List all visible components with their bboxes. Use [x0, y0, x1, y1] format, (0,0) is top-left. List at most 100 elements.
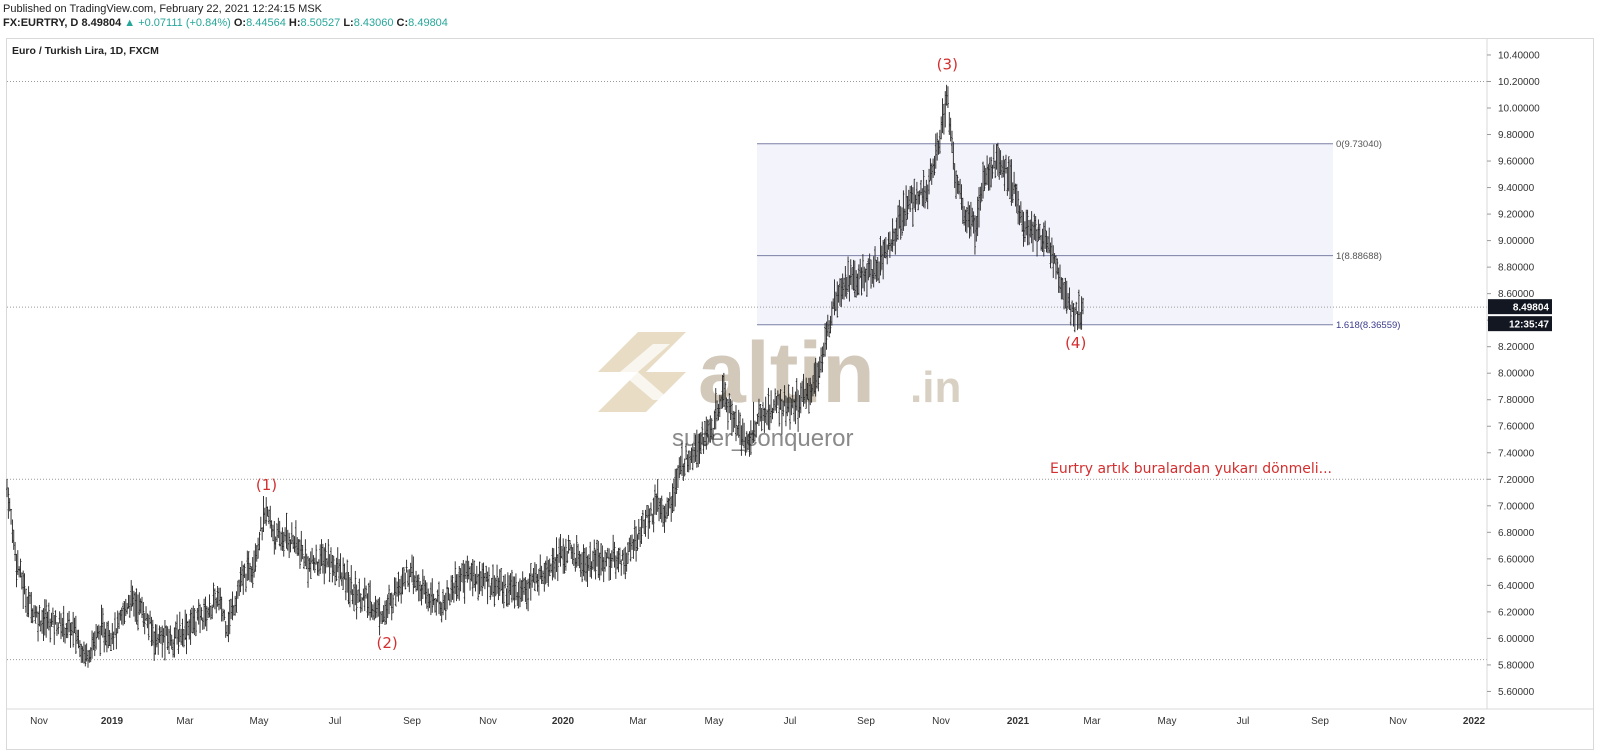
price-bar-95 — [134, 592, 137, 622]
price-bar-279 — [382, 605, 385, 622]
price-tick-label-18: 6.80000 — [1498, 528, 1535, 539]
price-bar-230 — [316, 561, 319, 576]
price-bar-382 — [521, 571, 524, 602]
price-bar-419 — [571, 547, 574, 565]
price-bar-516 — [702, 436, 705, 454]
price-bar-418 — [570, 544, 573, 559]
time-tick-label-12: Nov — [932, 716, 950, 727]
price-bar-718 — [975, 216, 978, 242]
chart-title: Euro / Turkish Lira, 1D, FXCM — [12, 45, 159, 57]
time-tick-label-6: Nov — [479, 716, 497, 727]
price-bar-84 — [119, 609, 122, 621]
price-bar-609 — [828, 320, 831, 338]
price-bar-539 — [733, 411, 736, 428]
price-bar-666 — [905, 185, 908, 226]
price-bar-775 — [1052, 245, 1055, 278]
price-bar-745 — [1011, 182, 1014, 203]
time-tick-label-15: May — [1158, 716, 1177, 727]
price-bar-60 — [87, 650, 89, 668]
price-bar-272 — [373, 602, 376, 621]
price-bar-35 — [53, 614, 56, 645]
price-bar-796 — [1080, 296, 1083, 330]
price-bar-331 — [452, 582, 455, 603]
price-bar-167 — [231, 591, 234, 621]
price-bar-106 — [149, 610, 152, 625]
price-bar-154 — [213, 588, 216, 610]
price-bar-120 — [168, 628, 170, 655]
price-bar-47 — [69, 622, 72, 648]
price-bar-492 — [670, 496, 673, 522]
price-bar-357 — [487, 567, 490, 588]
price-bar-93 — [131, 585, 134, 607]
price-bar-100 — [141, 596, 143, 618]
price-bar-441 — [601, 545, 604, 572]
price-bar-595 — [809, 377, 812, 406]
price-bar-329 — [450, 575, 453, 603]
price-bar-528 — [718, 394, 721, 418]
price-bar-280 — [384, 600, 386, 626]
price-bar-313 — [428, 593, 431, 609]
horizontal-levels[interactable] — [7, 80, 1487, 661]
price-bar-521 — [709, 415, 712, 443]
time-tick-label-1: 2019 — [101, 716, 124, 727]
price-bar-543 — [739, 412, 742, 446]
price-bar-466 — [635, 526, 638, 562]
price-bar-446 — [608, 548, 611, 581]
price-bar-429 — [585, 547, 588, 582]
price-bar-576 — [783, 385, 786, 407]
price-bar-134 — [186, 620, 189, 636]
price-bar-621 — [844, 266, 847, 297]
price-bar-213 — [293, 536, 296, 553]
price-bar-299 — [409, 562, 412, 577]
price-bar-232 — [319, 544, 322, 574]
price-bar-459 — [625, 552, 628, 572]
price-bar-534 — [726, 398, 729, 430]
price-bar-23 — [37, 611, 40, 642]
price-bar-193 — [266, 506, 269, 517]
price-bar-777 — [1054, 255, 1057, 280]
price-bar-505 — [687, 450, 690, 473]
price-bar-58 — [84, 644, 87, 667]
price-bar-795 — [1079, 311, 1082, 329]
price-bar-67 — [96, 625, 99, 638]
price-bar-128 — [178, 611, 181, 643]
price-bar-351 — [479, 571, 482, 592]
price-bar-489 — [666, 497, 669, 519]
price-bar-216 — [297, 539, 300, 556]
price-bar-39 — [58, 611, 61, 624]
price-bar-413 — [563, 546, 566, 574]
price-bar-693 — [941, 98, 944, 134]
price-bar-681 — [925, 179, 928, 202]
watermark-brand-suffix: .in — [910, 363, 961, 412]
price-bar-92 — [130, 580, 133, 611]
price-bar-6 — [14, 541, 17, 562]
price-bar-424 — [578, 550, 581, 569]
price-bar-330 — [451, 575, 454, 600]
price-bar-719 — [976, 196, 979, 237]
price-bar-734 — [996, 142, 999, 176]
fibonacci-labels: 0(9.73040) 1(8.88688) 1.618(8.36559) — [1336, 139, 1400, 331]
price-bar-676 — [918, 190, 921, 205]
price-tick-label-12: 8.00000 — [1498, 369, 1535, 380]
chart-frame[interactable] — [6, 38, 1594, 750]
price-bar-602 — [818, 356, 821, 378]
price-bar-562 — [764, 396, 767, 423]
price-bar-295 — [404, 572, 407, 590]
price-bar-572 — [778, 393, 781, 427]
time-axis[interactable]: Nov 2019 Mar May Jul Sep Nov 2020 Mar May Jul Sep No… — [30, 716, 1485, 727]
price-bar-137 — [190, 607, 193, 633]
price-bar-643 — [874, 246, 877, 280]
price-bar-490 — [667, 498, 670, 517]
price-axis[interactable]: 10.40000 10.20000 10.00000 9.80000 9.60000 9.… — [1487, 50, 1540, 698]
price-bar-204 — [281, 527, 284, 551]
price-bar-788 — [1069, 304, 1072, 326]
price-bar-533 — [725, 397, 728, 413]
price-bar-522 — [710, 418, 713, 440]
price-bar-75 — [107, 620, 110, 649]
price-bar-478 — [651, 513, 654, 525]
price-bar-8 — [16, 550, 19, 575]
price-bar-797 — [1081, 297, 1084, 315]
price-tick-label-23: 5.80000 — [1498, 660, 1535, 671]
price-bar-787 — [1068, 287, 1071, 310]
